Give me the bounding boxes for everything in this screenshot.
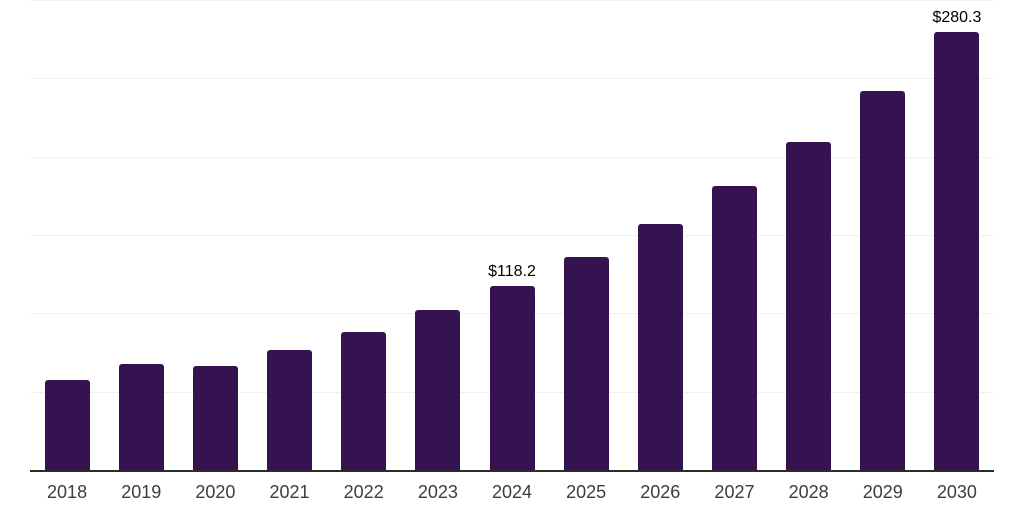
x-tick-label-2023: 2023 — [417, 482, 458, 502]
bar-2028 — [786, 141, 832, 471]
gridline-150 — [30, 235, 994, 236]
bar-2030 — [934, 31, 980, 471]
bar-2029 — [860, 90, 906, 471]
bar-2021 — [267, 349, 313, 471]
bar-2020 — [192, 366, 238, 471]
bar-2026 — [637, 224, 683, 471]
gridline-250 — [30, 78, 994, 80]
x-tick-label-2025: 2025 — [566, 482, 607, 502]
x-tick-label-2026: 2026 — [640, 482, 681, 502]
data-label-2030: $280.3 — [932, 8, 982, 26]
x-tick-label-2018: 2018 — [47, 482, 88, 502]
bar-2022 — [341, 332, 387, 471]
bar-2018 — [44, 379, 90, 471]
bar-2019 — [118, 363, 164, 471]
x-tick-label-2027: 2027 — [714, 482, 755, 502]
x-axis-line — [30, 470, 994, 472]
x-tick-label-2029: 2029 — [862, 482, 903, 502]
x-tick-label-2020: 2020 — [195, 482, 236, 502]
x-tick-label-2024: 2024 — [491, 482, 533, 502]
gridline-200 — [30, 156, 994, 158]
x-tick-label-2028: 2028 — [788, 482, 829, 502]
x-tick-label-2021: 2021 — [269, 482, 310, 502]
bar-2023 — [415, 309, 461, 471]
bar-2024 — [489, 285, 535, 471]
x-tick-label-2022: 2022 — [343, 482, 384, 502]
x-tick-label-2030: 2030 — [936, 482, 977, 502]
bar-2027 — [711, 185, 757, 471]
gridline-300 — [30, 0, 994, 1]
data-label-2024: $118.2 — [488, 262, 536, 280]
bar-2025 — [563, 257, 609, 471]
x-tick-label-2019: 2019 — [121, 482, 162, 502]
